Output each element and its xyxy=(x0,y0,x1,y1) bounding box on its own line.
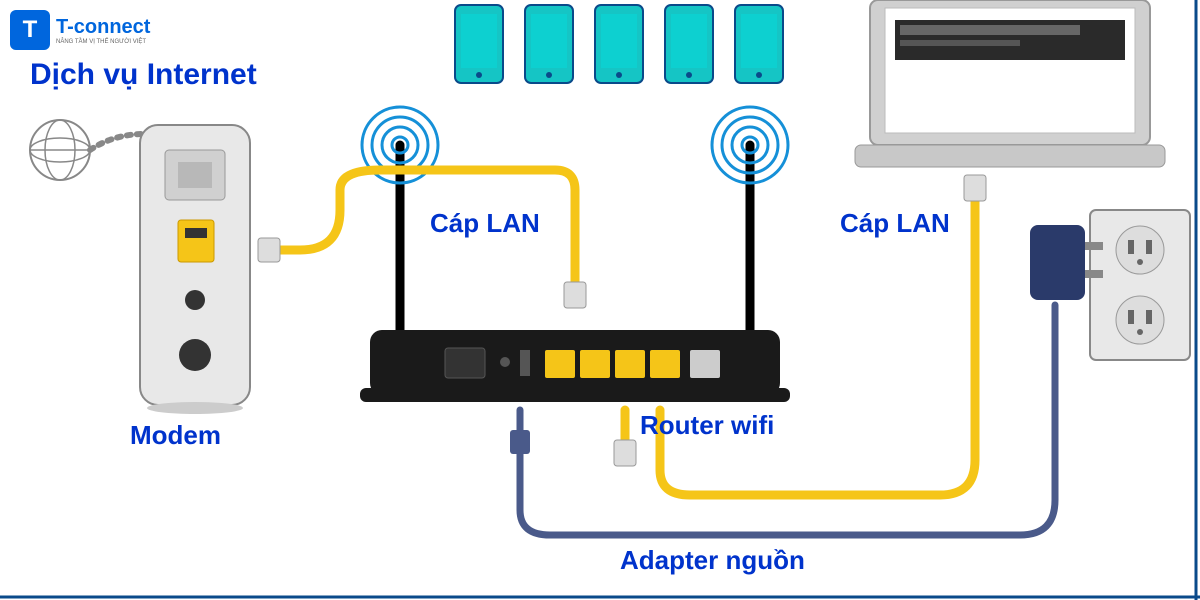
phone-icon xyxy=(665,5,713,83)
phones-row xyxy=(455,5,783,83)
power-adapter-label: Adapter nguồn xyxy=(620,545,805,576)
rj45-connector-icon xyxy=(258,238,280,262)
phone-icon xyxy=(735,5,783,83)
rj45-connector-icon xyxy=(564,282,586,308)
power-connector-icon xyxy=(510,430,530,454)
modem-label: Modem xyxy=(130,420,221,451)
globe-icon xyxy=(30,120,90,180)
laptop-icon xyxy=(855,0,1165,167)
wall-outlet-icon xyxy=(1090,210,1190,360)
internet-service-label: Dịch vụ Internet xyxy=(30,58,257,92)
rj45-connector-icon xyxy=(964,175,986,201)
phone-icon xyxy=(455,5,503,83)
phone-icon xyxy=(525,5,573,83)
modem-icon xyxy=(140,125,250,414)
rj45-connector-icon xyxy=(614,440,636,466)
router-label: Router wifi xyxy=(640,410,774,441)
lan-cable-1-label: Cáp LAN xyxy=(430,208,540,239)
lan-cable-2-label: Cáp LAN xyxy=(840,208,950,239)
phone-icon xyxy=(595,5,643,83)
